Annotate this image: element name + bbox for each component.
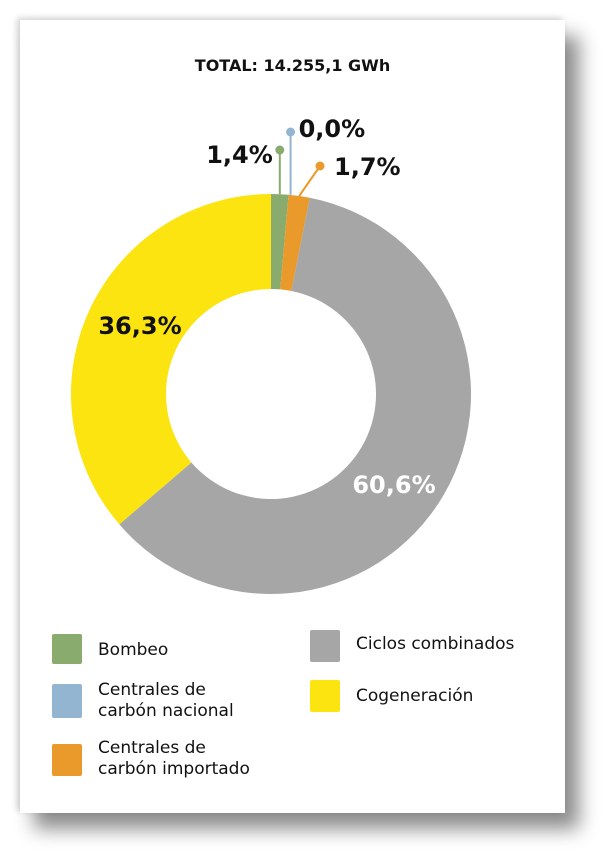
legend-item-carbon-importado: Centrales de carbón importado	[52, 738, 250, 780]
legend-item-cogeneracion: Cogeneración	[310, 680, 473, 712]
value-label-group: 1,4% 0,0% 1,7% 60,6% 36,3%	[98, 115, 435, 499]
legend-item-ciclos: Ciclos combinados	[310, 630, 514, 662]
leader-line-carbon-importado	[298, 165, 321, 197]
value-label-bombeo: 1,4%	[206, 141, 273, 169]
slice-group	[71, 194, 472, 594]
value-label-ciclos: 60,6%	[352, 471, 435, 499]
legend-label-bombeo: Bombeo	[98, 640, 169, 660]
legend-swatch-carbon-importado	[52, 744, 82, 776]
legend-item-carbon-nacional: Centrales de carbón nacional	[52, 680, 234, 722]
chart-title: TOTAL: 14.255,1 GWh	[194, 56, 391, 75]
leader-dot-bombeo	[275, 145, 285, 155]
leader-dot-carbon-importado	[315, 161, 325, 171]
slice-carbon-importado	[280, 194, 310, 291]
legend-label-ciclos: Ciclos combinados	[356, 634, 515, 654]
legend-item-bombeo: Bombeo	[52, 634, 168, 664]
slice-cogeneracion	[71, 194, 271, 525]
legend-label-carbon-nacional: Centrales de carbón nacional	[98, 680, 234, 721]
legend-swatch-cogeneracion	[310, 680, 340, 712]
legend-swatch-carbon-nacional	[52, 684, 82, 718]
leader-group	[275, 127, 325, 197]
value-label-carbon-importado: 1,7%	[334, 153, 401, 181]
donut-chart: 1,4% 0,0% 1,7% 60,6% 36,3%	[71, 115, 472, 594]
legend-label-carbon-importado: Centrales de carbón importado	[98, 738, 250, 779]
slice-ciclos	[119, 197, 472, 594]
leader-dot-carbon-nacional	[286, 127, 296, 137]
slice-bombeo	[271, 194, 289, 290]
legend-label-cogeneracion: Cogeneración	[356, 686, 474, 706]
legend-swatch-bombeo	[52, 634, 82, 664]
legend-swatch-ciclos	[310, 630, 340, 662]
value-label-carbon-nacional: 0,0%	[299, 115, 366, 143]
value-label-cogeneracion: 36,3%	[98, 312, 181, 340]
chart-card: TOTAL: 14.255,1 GWh 1,4% 0,0% 1,7% 60,6% 36,…	[20, 20, 565, 813]
